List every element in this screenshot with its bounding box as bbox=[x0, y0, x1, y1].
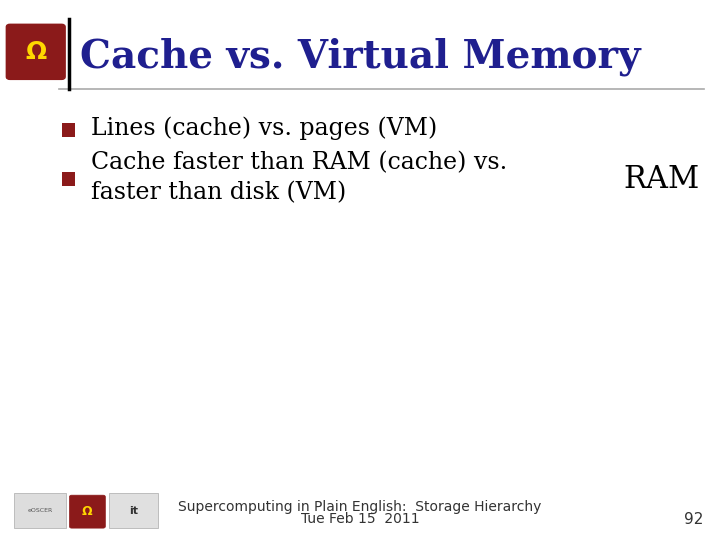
Text: Lines (cache) vs. pages (VM): Lines (cache) vs. pages (VM) bbox=[91, 116, 437, 140]
Bar bbox=[63, 172, 75, 186]
Text: RAM: RAM bbox=[624, 164, 699, 195]
FancyBboxPatch shape bbox=[6, 24, 65, 79]
Bar bbox=[63, 123, 75, 137]
Text: Ω: Ω bbox=[82, 505, 93, 518]
Bar bbox=[109, 493, 158, 528]
Text: Cache vs. Virtual Memory: Cache vs. Virtual Memory bbox=[80, 37, 640, 76]
Text: Cache faster than RAM (cache) vs.
faster than disk (VM): Cache faster than RAM (cache) vs. faster… bbox=[91, 151, 507, 204]
Text: Tue Feb 15  2011: Tue Feb 15 2011 bbox=[301, 512, 419, 526]
Text: eOSCER: eOSCER bbox=[27, 508, 53, 514]
Text: Supercomputing in Plain English:  Storage Hierarchy: Supercomputing in Plain English: Storage… bbox=[179, 500, 541, 514]
Bar bbox=[14, 493, 66, 528]
Text: 92: 92 bbox=[684, 512, 703, 527]
FancyBboxPatch shape bbox=[69, 495, 105, 528]
Text: Ω: Ω bbox=[25, 40, 46, 64]
Text: it: it bbox=[129, 506, 138, 516]
